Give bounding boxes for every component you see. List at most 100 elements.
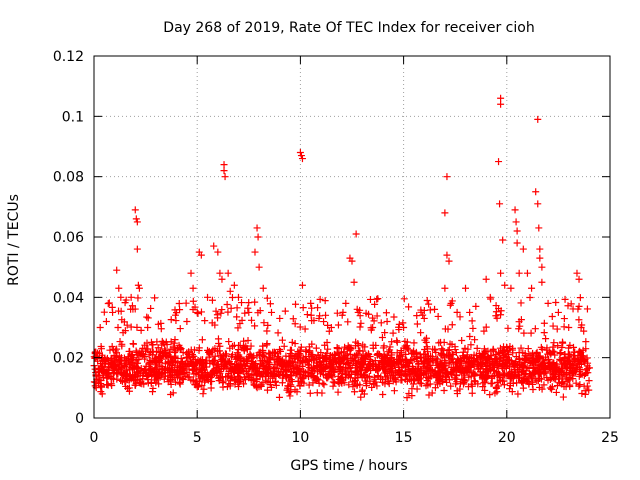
data-point bbox=[127, 323, 135, 331]
data-point bbox=[329, 365, 337, 373]
data-point-spike bbox=[565, 324, 573, 331]
data-point-spike bbox=[348, 257, 356, 265]
data-point bbox=[152, 357, 160, 365]
data-point bbox=[342, 361, 350, 369]
data-point bbox=[453, 372, 461, 380]
data-point bbox=[296, 323, 304, 331]
data-point bbox=[118, 377, 126, 385]
data-point bbox=[226, 382, 234, 390]
data-point-spike bbox=[298, 281, 306, 289]
data-point-spike bbox=[189, 284, 197, 292]
data-point bbox=[480, 327, 488, 335]
data-point bbox=[274, 329, 282, 337]
data-point-spike bbox=[383, 317, 391, 325]
data-point bbox=[425, 300, 433, 308]
data-point-spike bbox=[255, 263, 263, 271]
data-point bbox=[480, 379, 488, 387]
data-point bbox=[175, 299, 183, 307]
data-point bbox=[448, 355, 456, 363]
data-point-spike bbox=[144, 324, 152, 331]
data-point bbox=[453, 308, 461, 316]
data-point bbox=[526, 294, 534, 302]
data-point bbox=[143, 345, 151, 353]
data-point bbox=[383, 370, 391, 378]
data-point bbox=[517, 344, 525, 352]
data-point bbox=[582, 338, 590, 346]
data-point bbox=[180, 363, 188, 371]
data-point bbox=[552, 388, 560, 396]
data-point bbox=[129, 355, 137, 363]
data-point bbox=[292, 300, 300, 308]
data-point-spike bbox=[220, 167, 228, 175]
data-point bbox=[551, 351, 559, 359]
data-point bbox=[344, 318, 352, 326]
data-point bbox=[291, 386, 299, 394]
data-point bbox=[273, 369, 281, 377]
data-point bbox=[153, 338, 161, 346]
data-point-spike bbox=[420, 314, 428, 322]
data-point bbox=[216, 342, 224, 350]
data-point bbox=[116, 338, 124, 346]
data-point bbox=[158, 370, 166, 378]
data-point bbox=[574, 358, 582, 366]
data-point bbox=[455, 356, 463, 364]
data-point bbox=[494, 382, 502, 390]
data-point bbox=[218, 306, 226, 314]
data-point bbox=[444, 325, 452, 333]
data-point bbox=[102, 358, 110, 366]
data-point-spike bbox=[216, 269, 224, 277]
data-point bbox=[369, 314, 377, 322]
data-point bbox=[420, 306, 428, 314]
data-point bbox=[179, 375, 187, 383]
data-point bbox=[358, 364, 366, 372]
data-point-spike bbox=[501, 281, 509, 289]
data-point bbox=[132, 359, 140, 367]
data-point bbox=[241, 362, 249, 370]
data-point-spike bbox=[497, 94, 505, 102]
data-point bbox=[419, 311, 427, 319]
data-point bbox=[329, 378, 337, 386]
data-point bbox=[134, 294, 142, 302]
data-point bbox=[259, 342, 267, 350]
data-point bbox=[403, 338, 411, 346]
data-point bbox=[432, 348, 440, 356]
data-point bbox=[238, 299, 246, 307]
data-point bbox=[124, 384, 132, 392]
data-point bbox=[274, 354, 282, 362]
data-point bbox=[402, 344, 410, 352]
data-point bbox=[494, 362, 502, 370]
data-point bbox=[100, 368, 108, 376]
data-point bbox=[525, 364, 533, 372]
data-point bbox=[583, 305, 591, 313]
data-points bbox=[90, 94, 593, 402]
data-point bbox=[540, 365, 548, 373]
data-point bbox=[437, 366, 445, 374]
x-axis-label: GPS time / hours bbox=[290, 458, 407, 474]
data-point bbox=[540, 319, 548, 327]
data-point bbox=[116, 356, 124, 364]
data-point bbox=[171, 363, 179, 371]
data-point bbox=[94, 368, 102, 376]
x-tick-label: 25 bbox=[601, 430, 619, 446]
data-point bbox=[492, 302, 500, 310]
data-point bbox=[493, 378, 501, 386]
data-point bbox=[113, 345, 121, 353]
data-point bbox=[434, 312, 442, 320]
data-point bbox=[98, 390, 106, 398]
data-point bbox=[508, 368, 516, 376]
data-point bbox=[151, 294, 159, 302]
data-point bbox=[216, 367, 224, 375]
data-point bbox=[480, 345, 488, 353]
data-point bbox=[485, 367, 493, 375]
data-point bbox=[359, 347, 367, 355]
data-point bbox=[360, 355, 368, 363]
data-point bbox=[240, 337, 248, 345]
data-point bbox=[110, 375, 118, 383]
data-point bbox=[491, 358, 499, 366]
y-tick-label: 0 bbox=[75, 411, 84, 427]
data-point bbox=[145, 351, 153, 359]
data-point bbox=[217, 309, 225, 317]
data-point bbox=[141, 355, 149, 363]
y-tick-label: 0.04 bbox=[53, 290, 84, 306]
